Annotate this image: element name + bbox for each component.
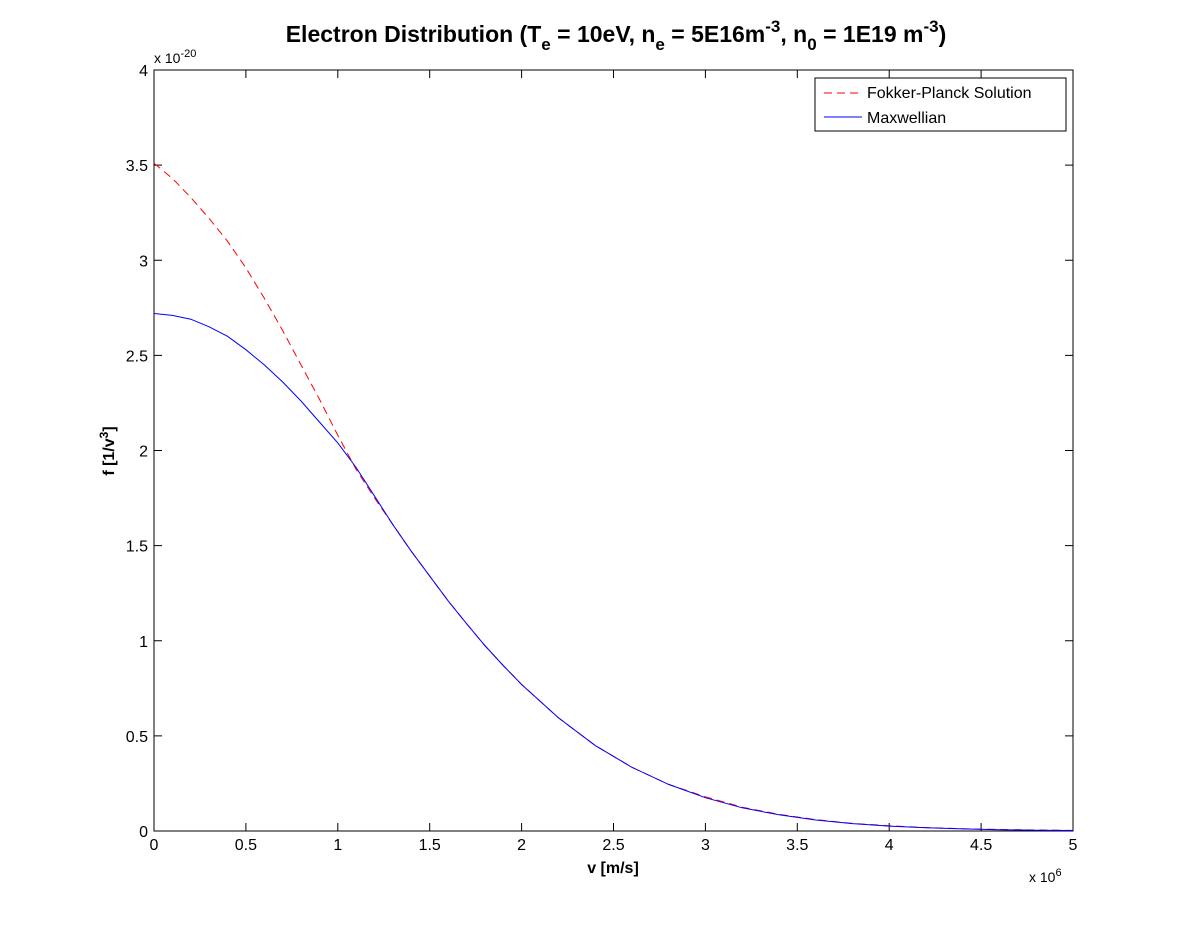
x-tick-label: 0 — [150, 837, 159, 854]
x-tick-label: 3.5 — [786, 837, 808, 854]
y-tick-label: 2 — [139, 444, 148, 461]
x-tick-label: 4 — [885, 837, 894, 854]
series-group — [153, 162, 1074, 831]
x-tick-label: 1.5 — [419, 837, 441, 854]
chart-title: Electron Distribution (Te = 10eV, ne = 5… — [286, 17, 947, 54]
x-tick-label: 2 — [517, 837, 526, 854]
y-tick-label: 2.5 — [126, 348, 148, 365]
x-multiplier: x 106 — [1029, 867, 1062, 885]
y-tick-label: 4 — [139, 63, 148, 80]
y-tick-label: 0 — [139, 824, 148, 841]
y-tick-label: 3 — [139, 253, 148, 270]
legend-box — [814, 77, 1067, 132]
y-axis-label: f [1/v3] — [97, 426, 118, 475]
x-axis-label: v [m/s] — [587, 860, 639, 877]
x-tick-label: 1 — [333, 837, 342, 854]
plot-area — [153, 69, 1074, 832]
legend: Fokker-Planck Solution Maxwellian — [814, 77, 1067, 132]
legend-label-maxwellian: Maxwellian — [867, 110, 946, 127]
x-tick-label: 4.5 — [970, 837, 992, 854]
x-tick-label: 0.5 — [235, 837, 257, 854]
y-multiplier: x 10-20 — [154, 48, 196, 66]
y-tick-label: 0.5 — [126, 729, 148, 746]
series-line-1 — [153, 313, 1074, 831]
y-tick-label: 3.5 — [126, 158, 148, 175]
x-tick-label: 5 — [1069, 837, 1078, 854]
axis-ticks: 0 0.5 1 1.5 2 2.5 3 3.5 4 4.5 5 0 0.5 1 1.5 2 2.5 3 3.5 4 — [126, 63, 1078, 854]
x-tick-label: 2.5 — [602, 837, 624, 854]
x-tick-label: 3 — [701, 837, 710, 854]
legend-label-fokker-planck: Fokker-Planck Solution — [867, 85, 1032, 102]
y-tick-label: 1.5 — [126, 539, 148, 556]
y-tick-label: 1 — [139, 634, 148, 651]
